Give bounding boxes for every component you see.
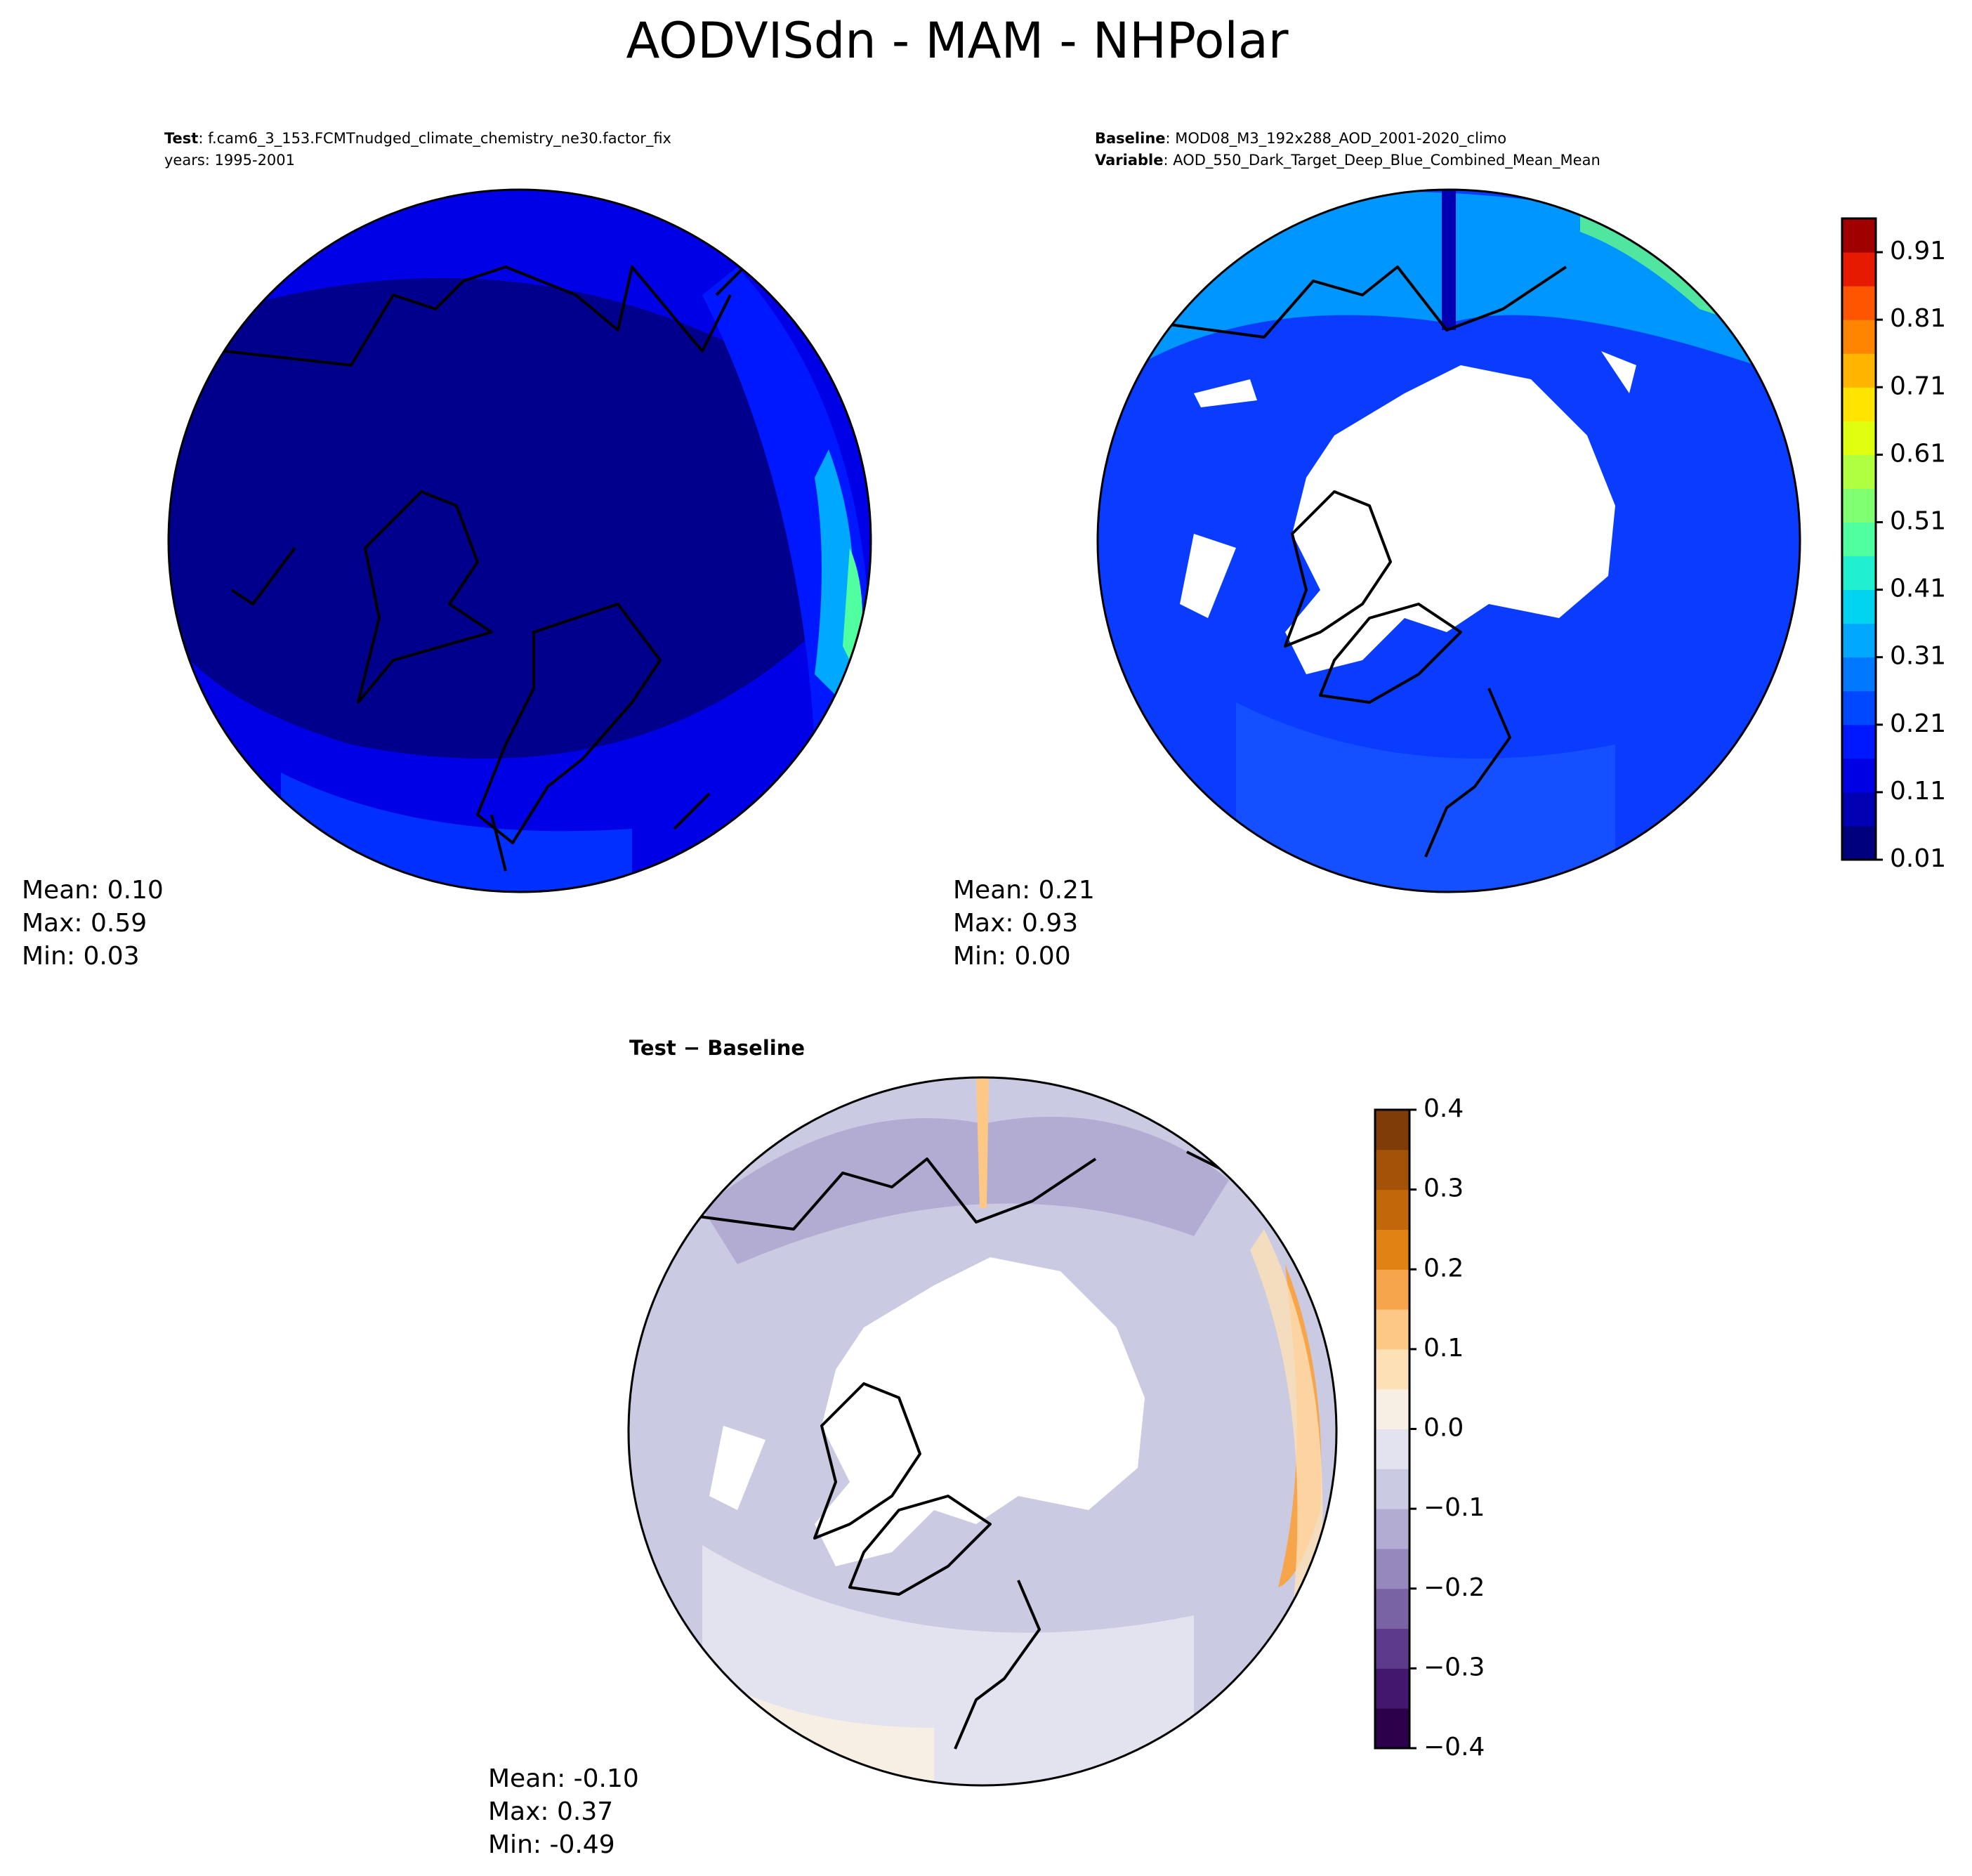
header-text: : f.cam6_3_153.FCMTnudged_climate_chemis… [198,130,671,147]
colorbar-bin [1842,488,1876,523]
colorbar-tick-label: 0.31 [1890,642,1946,671]
colorbar-bin [1375,1269,1409,1310]
colorbar-tick-label: −0.1 [1424,1493,1485,1522]
map-boundary [627,1076,1338,1787]
colorbar-tick-label: 0.91 [1890,237,1946,265]
colorbar-tick-label: 0.21 [1890,709,1946,738]
colorbar-bin [1375,1349,1409,1390]
colorbar-tick-label: 0.51 [1890,506,1946,535]
stat-text: Mean: 0.10 [22,876,164,905]
colorbar-bin [1375,1149,1409,1190]
difference-map [629,1077,1336,1785]
colorbar-bin [1842,522,1876,557]
panel-header: Test: f.cam6_3_153.FCMTnudged_climate_ch… [164,130,671,147]
stat-text: Mean: -0.10 [488,1764,639,1793]
colorbar-bin [1842,454,1876,489]
colorbar-tick-label: −0.4 [1424,1733,1485,1762]
colorbar-tick-label: 0.81 [1890,304,1946,333]
colorbar-tick-label: 0.61 [1890,439,1946,468]
colorbar-bin [1375,1469,1409,1509]
colorbar-tick-label: −0.3 [1424,1653,1485,1681]
colorbar-bin [1842,792,1876,827]
map-boundary [1096,188,1801,893]
colorbar-bin [1375,1229,1409,1270]
colorbar-bin [1842,421,1876,455]
colorbar-bin [1842,758,1876,793]
colorbar-bin [1375,1588,1409,1629]
colorbar-bin [1375,1668,1409,1709]
colorbar-tick-label: 0.2 [1424,1254,1464,1283]
panel-header: years: 1995-2001 [164,152,295,169]
colorbar-bin [1375,1309,1409,1350]
header-text: : MOD08_M3_192x288_AOD_2001-2020_climo [1166,130,1507,147]
colorbar-bin [1842,353,1876,388]
test-map [169,190,871,892]
colorbar-tick-label: 0.4 [1424,1094,1464,1123]
colorbar-tick-label: −0.2 [1424,1573,1485,1602]
colorbar-bin [1842,657,1876,692]
colorbar-bin [1842,286,1876,320]
colorbar-bin [1842,690,1876,726]
colorbar-tick-label: 0.71 [1890,372,1946,400]
panel-header: Variable: AOD_550_Dark_Target_Deep_Blue_… [1095,152,1600,169]
colorbar-bin [1842,387,1876,421]
colorbar-bin [1842,320,1876,354]
colorbar-bin [1842,623,1876,658]
baseline-map [1098,190,1800,892]
colorbar-bin [1375,1429,1409,1469]
header-text: years: 1995-2001 [164,152,295,169]
stat-text: Min: -0.49 [488,1830,615,1859]
stat-text: Min: 0.03 [22,942,140,971]
colorbar-bin [1842,252,1876,287]
colorbar-tick-label: 0.11 [1890,777,1946,806]
header-label: Variable [1095,152,1163,169]
colorbar-tick-label: 0.01 [1890,844,1946,873]
colorbar-bin [1375,1509,1409,1549]
map-boundary [167,188,872,893]
colorbar-bin [1375,1628,1409,1669]
colorbar-tick-label: 0.1 [1424,1334,1464,1363]
colorbar-bin [1375,1548,1409,1589]
header-label: Test [164,130,198,147]
header-label: Baseline [1095,130,1166,147]
colorbar-bin [1375,1110,1409,1150]
colorbar-bin [1842,556,1876,591]
stat-text: Min: 0.00 [953,942,1071,971]
panel-header: Baseline: MOD08_M3_192x288_AOD_2001-2020… [1095,130,1506,147]
colorbar-frame [1841,217,1877,861]
colorbar-bin [1842,218,1876,253]
colorbar-bin [1375,1708,1409,1749]
panel-title: Test − Baseline [629,1036,805,1060]
header-text: : AOD_550_Dark_Target_Deep_Blue_Combined… [1163,152,1600,169]
stat-text: Max: 0.37 [488,1797,613,1826]
colorbar-tick-label: 0.3 [1424,1174,1464,1203]
stat-text: Max: 0.93 [953,909,1078,938]
colorbar-bin [1375,1389,1409,1429]
colorbar-bin [1842,724,1876,759]
figure-title: AODVISdn - MAM - NHPolar [626,12,1288,70]
colorbar-tick-label: 0.0 [1424,1414,1464,1443]
colorbar-bin [1842,825,1876,860]
stat-text: Max: 0.59 [22,909,147,938]
stat-text: Mean: 0.21 [953,876,1095,905]
colorbar-tick-label: 0.41 [1890,575,1946,603]
colorbar-bin [1842,589,1876,624]
colorbar-bin [1375,1189,1409,1230]
